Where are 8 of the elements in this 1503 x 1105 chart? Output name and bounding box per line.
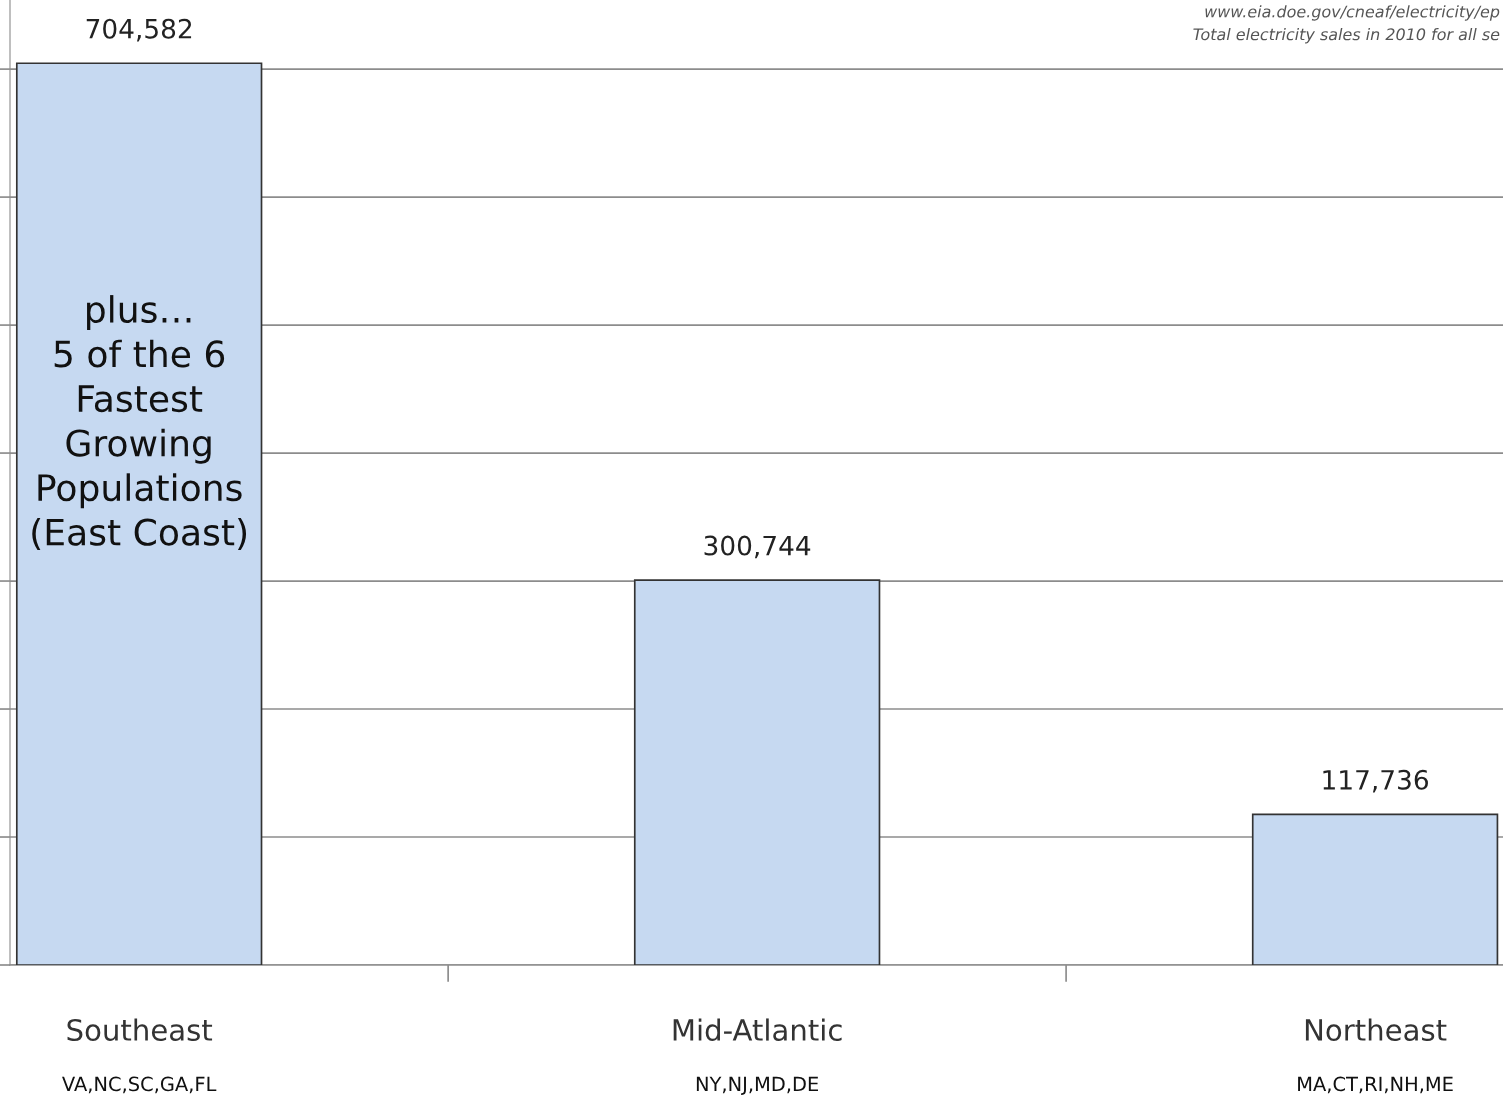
category-label: Northeast MA,CT,RI,NH,ME: [1298, 1018, 1453, 1094]
data-label: 300,744: [704, 535, 811, 559]
annotation: plus… 5 of the 6 Fastest Growing Populations (East Coast): [32, 295, 247, 551]
data-label: 117,736: [1323, 769, 1428, 793]
category-label: Southeast VA,NC,SC,GA,FL: [62, 1018, 217, 1094]
data-label: 704,582: [86, 18, 192, 42]
annotation: www.eia.doe.gov/cneaf/electricity/ep Total electricity sales in 2010 for all se: [1193, 5, 1500, 44]
category-label: Mid-Atlantic NY,NJ,MD,DE: [673, 1018, 842, 1095]
